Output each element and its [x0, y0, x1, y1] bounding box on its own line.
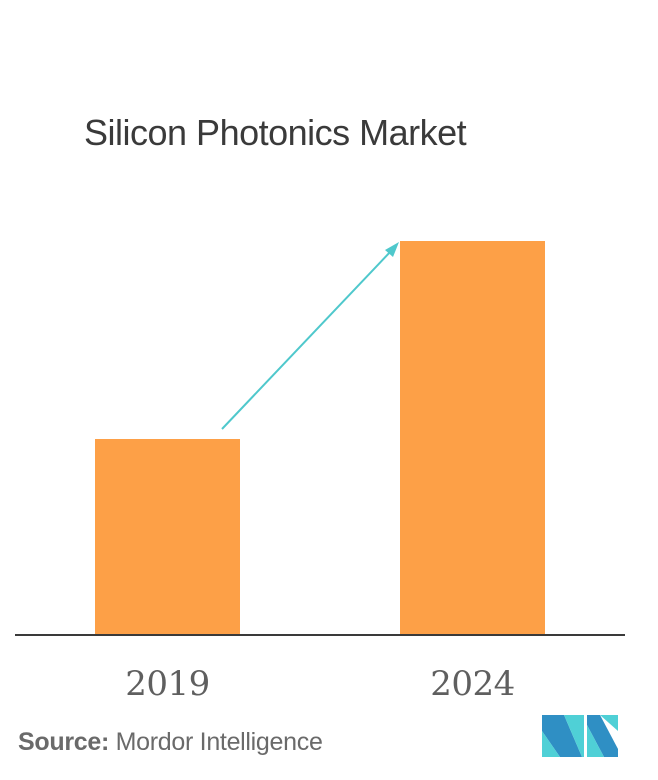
mordor-intelligence-logo-icon [542, 715, 618, 757]
bar-2019 [95, 439, 240, 635]
x-tick-label-2019: 2019 [125, 664, 210, 704]
source-label: Source: [18, 728, 109, 756]
source-caption: Source: Mordor Intelligence [18, 728, 323, 757]
x-tick-label-2024: 2024 [430, 664, 515, 704]
chart-title: Silicon Photonics Market [84, 112, 467, 153]
bar-2024 [400, 241, 545, 635]
x-axis-baseline [15, 634, 625, 636]
source-name: Mordor Intelligence [115, 728, 323, 756]
